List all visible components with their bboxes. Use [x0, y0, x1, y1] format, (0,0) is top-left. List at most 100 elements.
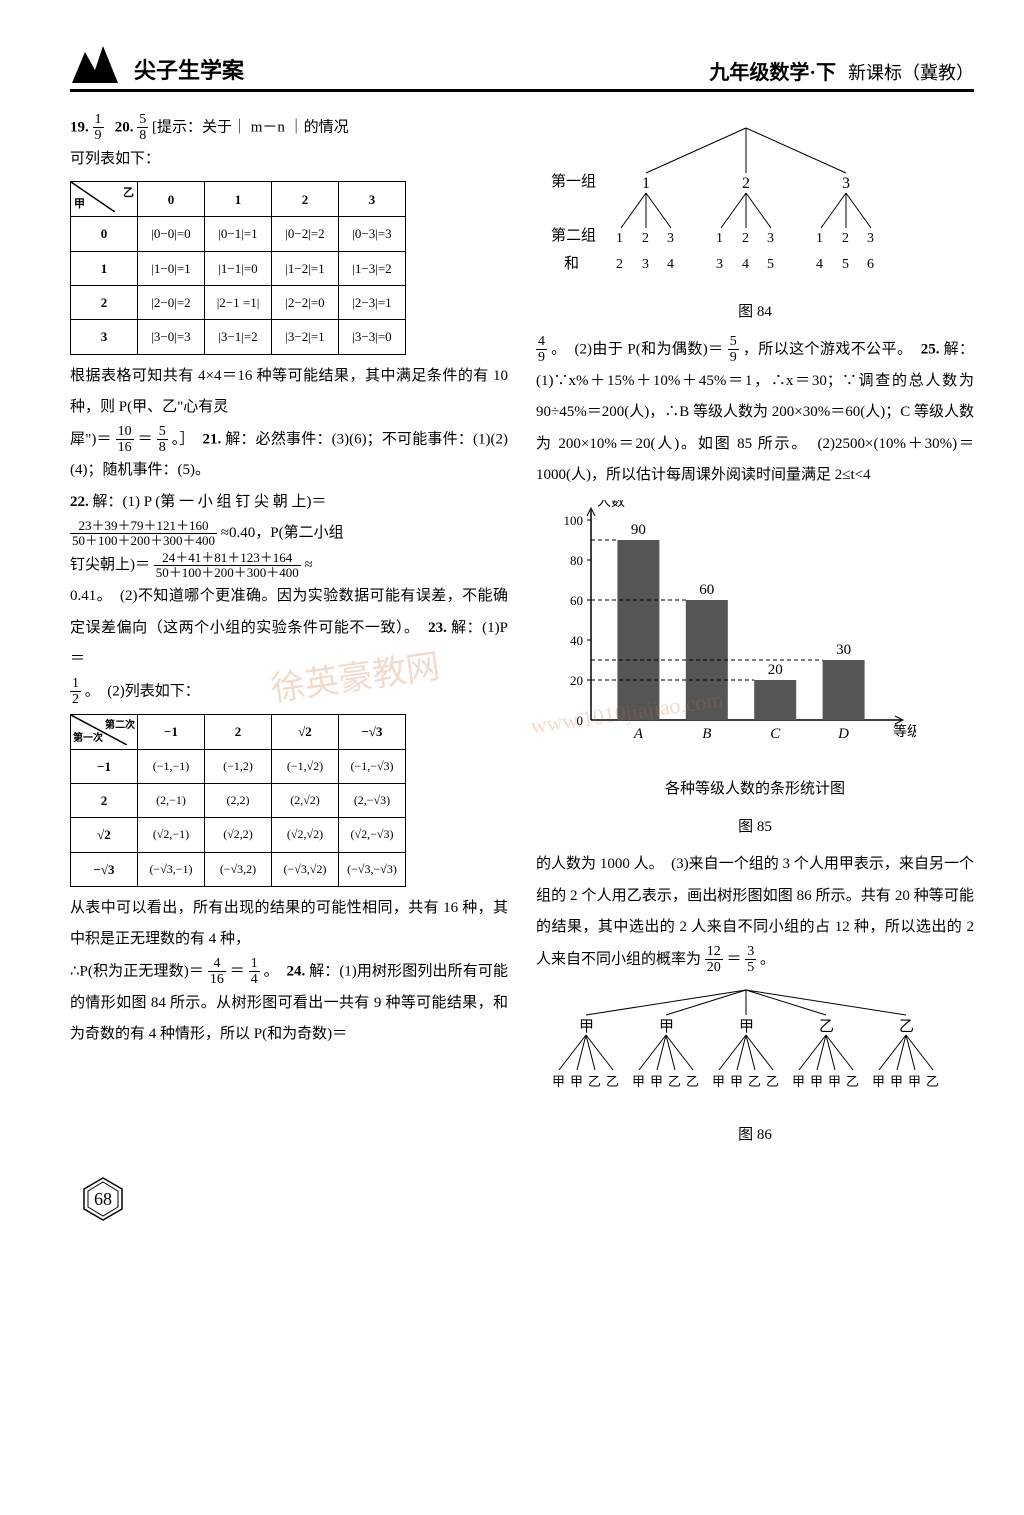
cont24-post: ，所以这个游戏不公平。 [743, 341, 913, 357]
table1-r2h: 2 [71, 285, 138, 319]
svg-text:3: 3 [867, 231, 874, 246]
table1-col1: 1 [205, 182, 272, 217]
svg-text:1: 1 [642, 175, 650, 192]
svg-text:乙: 乙 [846, 1074, 859, 1089]
svg-text:甲: 甲 [908, 1074, 921, 1089]
svg-text:3: 3 [767, 231, 774, 246]
q22-text2-pre: 钉尖朝上)＝ [70, 557, 150, 573]
svg-text:乙: 乙 [668, 1074, 681, 1089]
svg-text:40: 40 [570, 633, 583, 648]
q22-text1: 解：(1) P (第 一 小 组 钉 尖 朝 上)＝ [93, 494, 327, 510]
q25-label: 25. [921, 341, 940, 357]
svg-text:第二组: 第二组 [551, 226, 596, 244]
svg-text:2: 2 [616, 257, 623, 272]
svg-text:100: 100 [564, 513, 584, 528]
q23-label: 23. [428, 620, 447, 636]
brand-text: 尖子生学案 [134, 53, 244, 85]
svg-text:乙: 乙 [926, 1074, 939, 1089]
q20-answer: 58 [137, 112, 148, 144]
svg-text:90: 90 [631, 522, 646, 538]
q19-label: 19. [70, 119, 89, 135]
svg-text:甲: 甲 [570, 1074, 583, 1089]
svg-text:乙: 乙 [766, 1074, 779, 1089]
svg-text:3: 3 [667, 231, 674, 246]
fig84-label: 图 84 [536, 297, 974, 329]
svg-text:甲: 甲 [730, 1074, 743, 1089]
bar-chart-fig85: 人数等级20406080100090A60B20C30D [536, 500, 974, 773]
q23-text1-post: 。 (2)列表如下： [85, 683, 200, 699]
cont24-mid: 。 (2)由于 P(和为偶数)＝ [551, 341, 723, 357]
table1-r3h: 3 [71, 320, 138, 354]
svg-text:4: 4 [667, 257, 674, 272]
table1-corner-bottom: 甲 [74, 193, 85, 216]
para1b-pre: 犀")＝ [70, 431, 112, 447]
page-header: 尖子生学案 九年级数学·下 新课标（冀教） [70, 40, 974, 92]
svg-text:6: 6 [867, 257, 874, 272]
svg-text:甲: 甲 [659, 1019, 674, 1035]
tree-fig86: 甲甲甲乙乙甲甲甲乙乙甲甲甲乙乙乙甲甲甲乙乙甲甲甲乙 [536, 982, 974, 1115]
svg-text:2: 2 [742, 175, 750, 192]
svg-text:乙: 乙 [686, 1074, 699, 1089]
svg-text:4: 4 [742, 257, 749, 272]
svg-text:甲: 甲 [650, 1074, 663, 1089]
svg-text:第一组: 第一组 [551, 172, 596, 190]
svg-text:B: B [702, 726, 711, 742]
svg-text:1: 1 [816, 231, 823, 246]
left-column: 19. 19 20. 58 [提示：关于｜ m－n ｜的情况 可列表如下： 乙 … [70, 112, 508, 1158]
svg-text:D: D [837, 726, 849, 742]
svg-text:20: 20 [570, 673, 583, 688]
svg-text:80: 80 [570, 553, 583, 568]
svg-text:甲: 甲 [632, 1074, 645, 1089]
svg-text:3: 3 [716, 257, 723, 272]
svg-text:甲: 甲 [739, 1019, 754, 1035]
svg-text:甲: 甲 [552, 1074, 565, 1089]
svg-text:1: 1 [616, 231, 623, 246]
svg-text:和: 和 [564, 255, 579, 272]
svg-text:2: 2 [642, 231, 649, 246]
svg-text:5: 5 [842, 257, 849, 272]
page: 徐英豪教网 www.1010jiajiao.com 尖子生学案 九年级数学·下 … [0, 0, 1024, 1252]
table1-col2: 2 [272, 182, 339, 217]
book-edition: 新课标（冀教） [848, 59, 974, 85]
two-column-body: 19. 19 20. 58 [提示：关于｜ m－n ｜的情况 可列表如下： 乙 … [70, 112, 974, 1158]
q24-label: 24. [286, 963, 305, 979]
svg-text:20: 20 [768, 662, 783, 678]
q21-text: 解：必然事件：(3)(6)；不可能事件：(1)(2)(4)；随机事件：(5)。 [70, 431, 508, 479]
fig85-label: 图 85 [536, 812, 974, 844]
svg-text:甲: 甲 [792, 1074, 805, 1089]
svg-text:A: A [633, 726, 644, 742]
tree84-svg: 第一组 1 2 3 第二组 1 2 3 1 2 3 [536, 118, 956, 278]
table1-col3: 3 [339, 182, 406, 217]
para2: 从表中可以看出，所有出现的结果的可能性相同，共有 16 种，其中积是正无理数的有… [70, 893, 508, 956]
fig86-label: 图 86 [536, 1120, 974, 1152]
svg-text:甲: 甲 [579, 1019, 594, 1035]
q20-label: 20. [115, 119, 134, 135]
svg-text:2: 2 [842, 231, 849, 246]
svg-text:3: 3 [642, 257, 649, 272]
svg-text:4: 4 [816, 257, 823, 272]
table-abs-diff: 乙 甲 0 1 2 3 0|0−0|=0|0−1|=1|0−2|=2|0−3|=… [70, 181, 406, 354]
svg-text:60: 60 [570, 593, 583, 608]
tree-fig84: 第一组 1 2 3 第二组 1 2 3 1 2 3 [536, 118, 974, 291]
q20-hint: [提示：关于｜ m－n ｜的情况 [152, 119, 349, 135]
chart-caption: 各种等级人数的条形统计图 [536, 774, 974, 806]
svg-text:乙: 乙 [819, 1019, 834, 1035]
svg-text:甲: 甲 [712, 1074, 725, 1089]
q21-label: 21. [203, 431, 222, 447]
tree86-svg: 甲甲甲乙乙甲甲甲乙乙甲甲甲乙乙乙甲甲甲乙乙甲甲甲乙 [536, 982, 956, 1102]
q19-answer: 19 [93, 112, 104, 144]
table2-corner-bottom: 第一次 [73, 728, 103, 749]
page-number: 68 [80, 1176, 126, 1222]
svg-text:C: C [770, 726, 781, 742]
q25-text: 解：(1)∵x%＋15%＋10%＋45%＝1，∴x＝30；∵调查的总人数为 90… [536, 341, 974, 483]
svg-text:甲: 甲 [828, 1074, 841, 1089]
svg-text:5: 5 [767, 257, 774, 272]
svg-text:甲: 甲 [810, 1074, 823, 1089]
para1: 根据表格可知共有 4×4＝16 种等可能结果，其中满足条件的有 10 种，则 P… [70, 361, 508, 424]
q22-label: 22. [70, 494, 89, 510]
svg-text:60: 60 [699, 582, 714, 598]
svg-text:人数: 人数 [597, 500, 625, 510]
svg-text:甲: 甲 [872, 1074, 885, 1089]
table1-r0h: 0 [71, 217, 138, 251]
svg-text:等级: 等级 [893, 723, 916, 740]
